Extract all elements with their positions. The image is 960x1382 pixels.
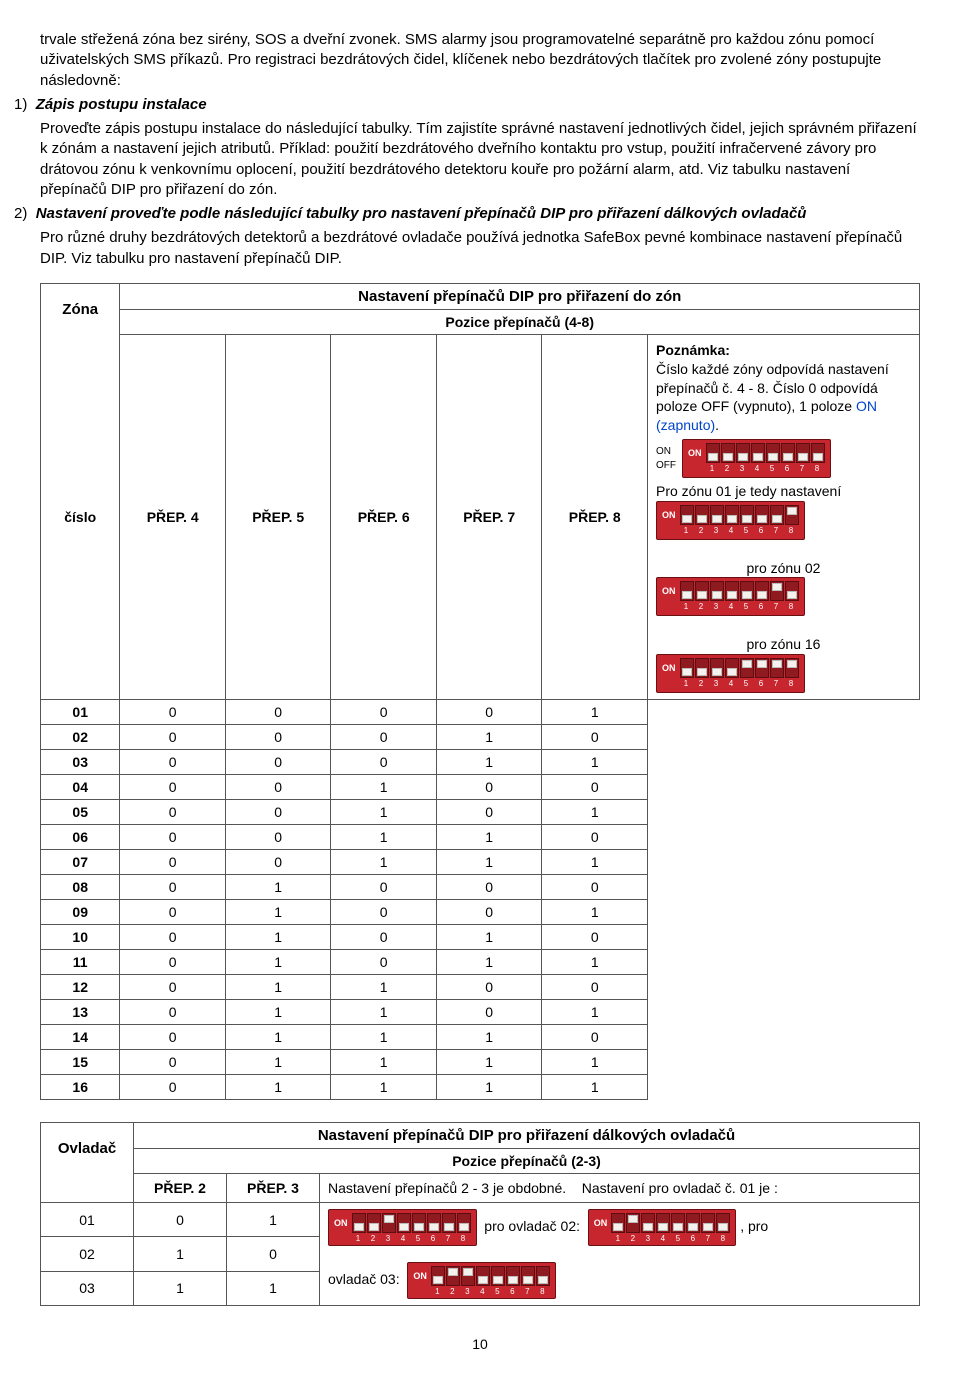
table-row: 1501111 xyxy=(41,1049,920,1074)
dip-remote-table: Ovladač Nastavení přepínačů DIP pro přiř… xyxy=(40,1122,920,1306)
table-row: 1101011 xyxy=(41,949,920,974)
table-row: 0400100 xyxy=(41,774,920,799)
table-row: 1301101 xyxy=(41,999,920,1024)
table-row: 0500101 xyxy=(41,799,920,824)
table-row: 1401110 xyxy=(41,1024,920,1049)
list-item-1-body: Proveďte zápis postupu instalace do násl… xyxy=(40,119,920,200)
dip-zone-subtitle: Pozice přepínačů (4-8) xyxy=(120,309,920,334)
table-row: 0901001 xyxy=(41,899,920,924)
table-row: 0801000 xyxy=(41,874,920,899)
table-row: 1001010 xyxy=(41,924,920,949)
dip-switch-icon: ON12345678 xyxy=(588,1218,737,1234)
table-row: 1601111 xyxy=(41,1074,920,1099)
dip-switch-icon: ON12345678 xyxy=(656,664,805,680)
dip-switch-icon: ON12345678 xyxy=(656,511,805,527)
table-row: 0100001 xyxy=(41,699,920,724)
table-row: 0200010 xyxy=(41,724,920,749)
table-row: 0600110 xyxy=(41,824,920,849)
table-row: 0700111 xyxy=(41,849,920,874)
table-row: 01 0 1 ON12345678 pro ovladač 02: ON1234… xyxy=(41,1202,920,1236)
dip-switch-icon: ON12345678 xyxy=(682,439,831,478)
dip-remote-title: Nastavení přepínačů DIP pro přiřazení dá… xyxy=(134,1122,920,1148)
list-item-2-body: Pro různé druhy bezdrátových detektorů a… xyxy=(40,228,920,269)
dip-zone-table: Zóna Nastavení přepínačů DIP pro přiřaze… xyxy=(40,283,920,1100)
dip-zone-title: Nastavení přepínačů DIP pro přiřazení do… xyxy=(120,283,920,309)
table-row: 0300011 xyxy=(41,749,920,774)
dip-zone-note: Poznámka: Číslo každé zóny odpovídá nast… xyxy=(648,334,920,699)
dip-switch-icon: ON12345678 xyxy=(656,588,805,604)
dip-switch-icon: ON12345678 xyxy=(407,1271,556,1287)
table-row: 1201100 xyxy=(41,974,920,999)
dip-switch-icon: ON12345678 xyxy=(328,1218,477,1234)
intro-p1: trvale střežená zóna bez sirény, SOS a d… xyxy=(40,30,920,91)
list-item-2: 2) Nastavení proveďte podle následující … xyxy=(40,204,920,224)
list-item-1: 1) Zápis postupu instalace xyxy=(40,95,920,115)
page-number: 10 xyxy=(40,1336,920,1352)
intro-text: trvale střežená zóna bez sirény, SOS a d… xyxy=(40,30,920,269)
